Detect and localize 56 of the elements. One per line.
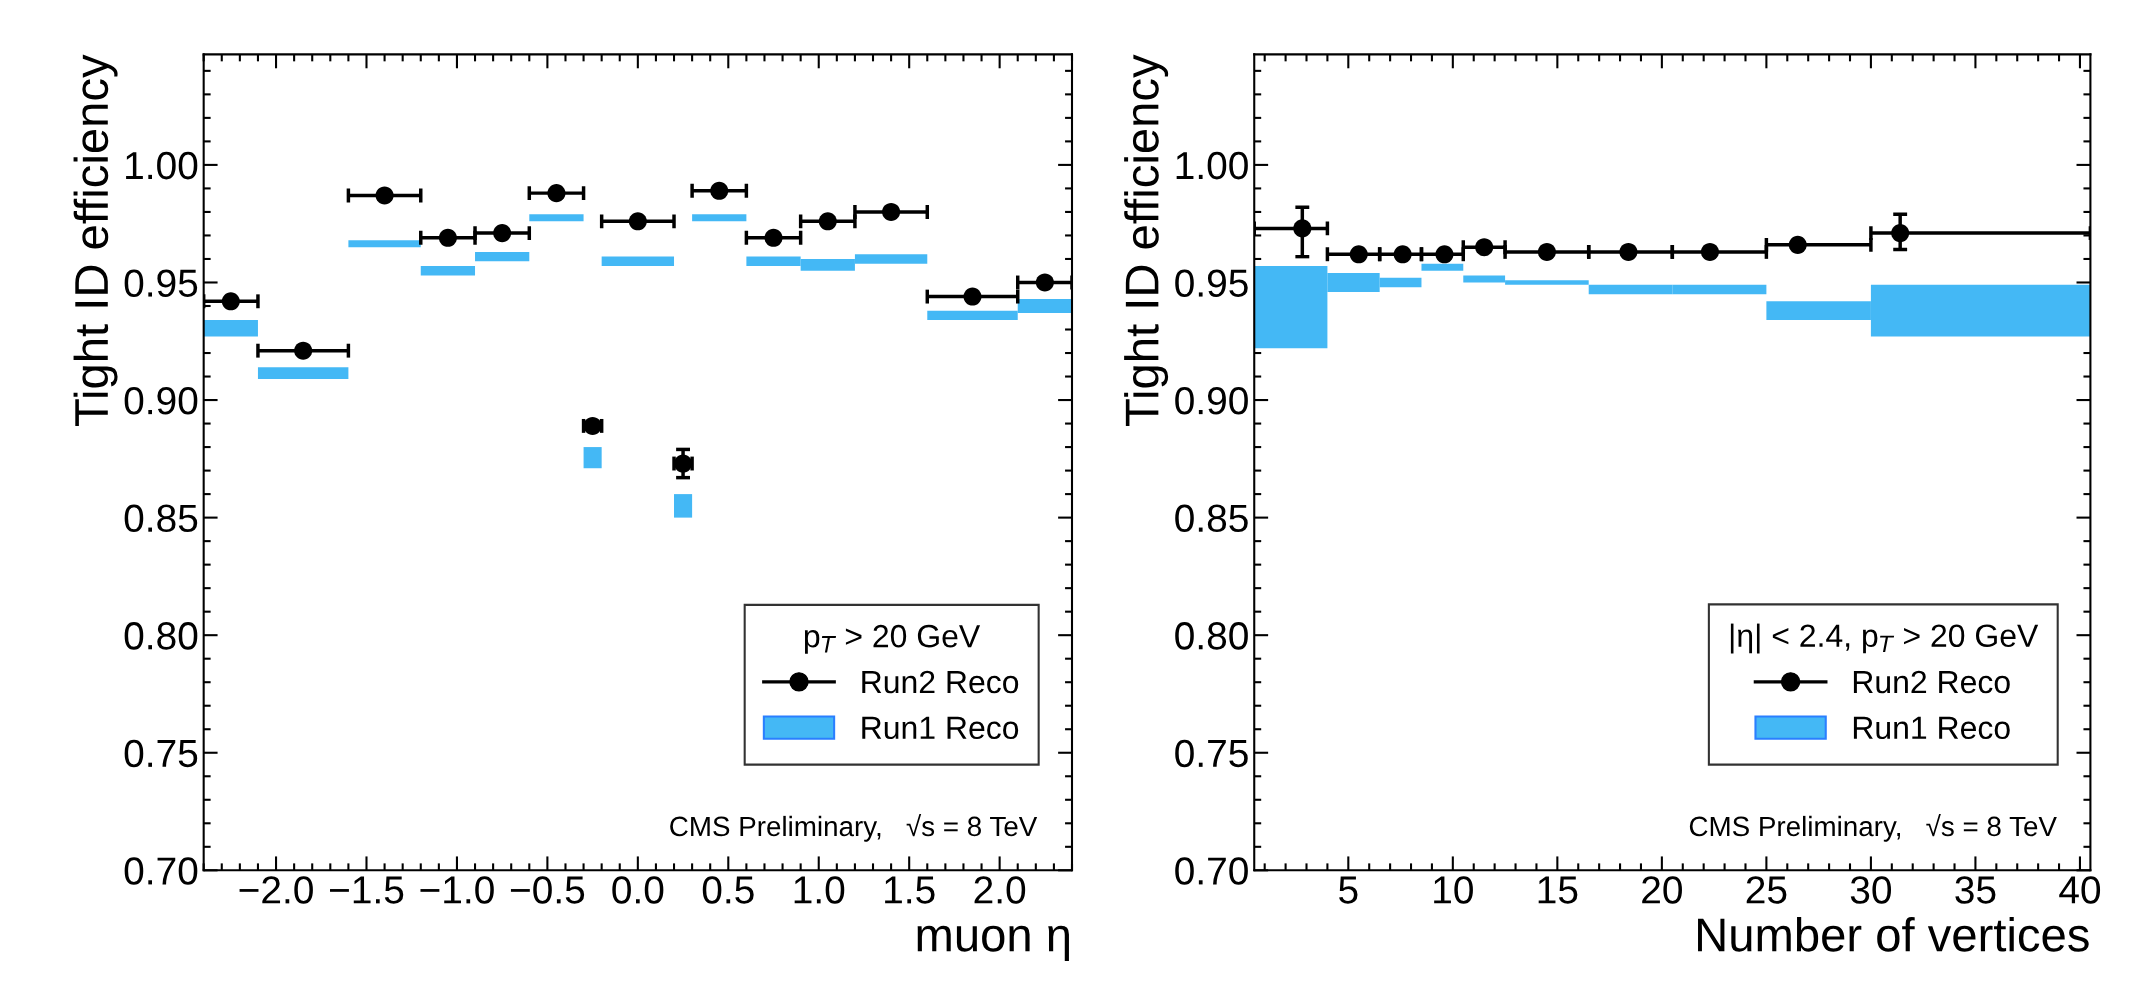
x-tick-label: 0.5 bbox=[702, 876, 754, 904]
y-tick-label: 0.90 bbox=[1175, 386, 1248, 415]
x-tick-label: 25 bbox=[1746, 876, 1787, 904]
y-tick-label: 0.85 bbox=[1175, 504, 1248, 533]
point bbox=[963, 287, 982, 306]
x-tick-label: −0.5 bbox=[510, 876, 585, 904]
point bbox=[710, 181, 729, 200]
point bbox=[547, 184, 566, 203]
x-tick-label: 5 bbox=[1339, 876, 1358, 904]
x-tick-label: −1.0 bbox=[420, 876, 494, 904]
point bbox=[294, 341, 313, 360]
y-tick-label: 0.80 bbox=[1175, 622, 1248, 650]
y-tick-label: 1.00 bbox=[126, 151, 198, 180]
point bbox=[764, 228, 783, 247]
annotation: CMS Preliminary, √s = 8 TeV bbox=[670, 814, 1038, 842]
y-tick-label: 0.85 bbox=[124, 504, 198, 533]
y-tick-label: 0.95 bbox=[1175, 269, 1248, 297]
x-axis-title: Number of vertices bbox=[1698, 916, 2089, 952]
point bbox=[438, 228, 457, 247]
x-tick-label: 15 bbox=[1538, 876, 1578, 904]
x-tick-label: −2.0 bbox=[239, 876, 313, 904]
x-tick-label: 10 bbox=[1434, 876, 1473, 904]
point bbox=[628, 212, 647, 231]
y-tick-label: 0.75 bbox=[1175, 739, 1248, 768]
y-axis-title: Tight ID efficiency bbox=[1124, 54, 1169, 426]
annotation: CMS Preliminary, √s = 8 TeV bbox=[1689, 814, 2057, 842]
y-axis-title: Tight ID efficiency bbox=[73, 54, 118, 426]
y-tick-label: 0.90 bbox=[124, 386, 198, 415]
point bbox=[221, 292, 240, 311]
legend-label: Run1 Reco bbox=[862, 716, 1019, 740]
legend-title: p$_{T}$ > 20 GeV bbox=[804, 624, 981, 654]
y-tick-label: 0.70 bbox=[124, 857, 198, 885]
point bbox=[493, 224, 512, 243]
point bbox=[1035, 273, 1054, 292]
point bbox=[882, 202, 901, 221]
legend-label: Run2 Reco bbox=[862, 670, 1019, 694]
x-tick-label: 30 bbox=[1850, 876, 1892, 904]
y-tick-label: 1.00 bbox=[1176, 151, 1248, 180]
legend-label: Run1 Reco bbox=[1853, 716, 2010, 740]
x-tick-label: 20 bbox=[1642, 876, 1682, 904]
x-axis-title: muon η bbox=[917, 925, 1069, 961]
x-tick-label: 40 bbox=[2059, 876, 2101, 904]
legend-title: |η| < 2.4, p$_{T}$ > 20 GeV bbox=[1730, 623, 2039, 654]
y-tick-label: 0.75 bbox=[124, 739, 198, 768]
x-tick-label: 1.5 bbox=[885, 876, 935, 904]
x-tick-label: 2.0 bbox=[974, 876, 1026, 904]
point bbox=[375, 186, 394, 205]
x-tick-label: 0.0 bbox=[612, 876, 664, 904]
legend-label: Run2 Reco bbox=[1853, 670, 2010, 694]
x-tick-label: −1.5 bbox=[330, 876, 404, 904]
x-tick-label: 35 bbox=[1955, 876, 1996, 904]
x-tick-label: 1.0 bbox=[794, 876, 845, 904]
y-tick-label: 0.80 bbox=[124, 622, 198, 650]
y-tick-label: 0.70 bbox=[1175, 857, 1248, 885]
y-tick-label: 0.95 bbox=[124, 269, 198, 297]
point bbox=[818, 212, 837, 231]
